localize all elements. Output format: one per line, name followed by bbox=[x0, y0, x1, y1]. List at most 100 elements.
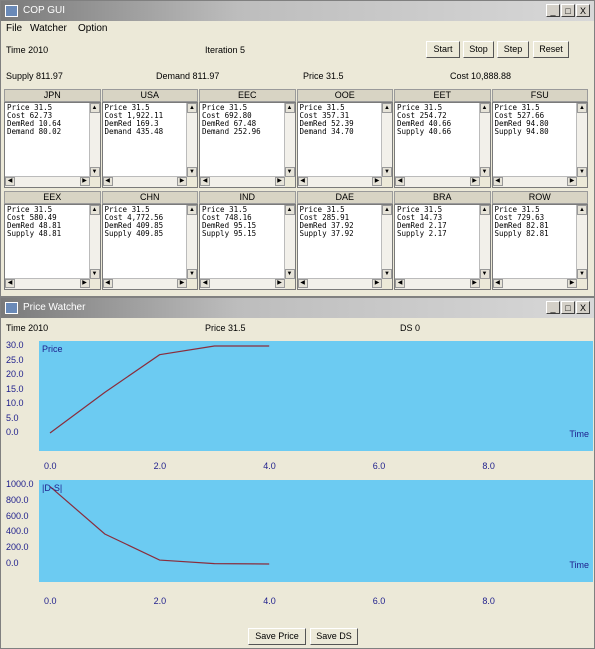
vertical-scrollbar[interactable]: ▲ ▼ bbox=[381, 205, 392, 279]
vertical-scrollbar[interactable]: ▲ ▼ bbox=[283, 103, 295, 177]
horizontal-scrollbar[interactable]: ◀ ▶ bbox=[5, 176, 90, 187]
scroll-down-icon[interactable]: ▼ bbox=[577, 269, 587, 279]
watcher-titlebar[interactable]: Price Watcher _ □ X bbox=[1, 298, 594, 318]
horizontal-scrollbar[interactable]: ◀ ▶ bbox=[5, 278, 90, 289]
scroll-down-icon[interactable]: ▼ bbox=[89, 269, 100, 279]
region-text-panel[interactable]: Price 31.5 Cost 748.16 DemRed 95.15 Supp… bbox=[199, 204, 296, 290]
region-text-panel[interactable]: Price 31.5 Cost 357.31 DemRed 52.39 Dema… bbox=[296, 102, 393, 188]
vertical-scrollbar[interactable]: ▲ ▼ bbox=[186, 103, 197, 177]
horizontal-scrollbar[interactable]: ◀ ▶ bbox=[492, 278, 577, 289]
region-text-panel[interactable]: Price 31.5 Cost 62.73 DemRed 10.64 Deman… bbox=[4, 102, 101, 188]
scroll-right-icon[interactable]: ▶ bbox=[79, 177, 90, 186]
scroll-left-icon[interactable]: ◀ bbox=[102, 279, 113, 288]
horizontal-scrollbar[interactable]: ◀ ▶ bbox=[102, 278, 187, 289]
maximize-icon[interactable]: □ bbox=[561, 301, 575, 314]
scroll-left-icon[interactable]: ◀ bbox=[102, 177, 113, 186]
scroll-up-icon[interactable]: ▲ bbox=[577, 103, 587, 113]
scroll-down-icon[interactable]: ▼ bbox=[284, 167, 295, 177]
scroll-right-icon[interactable]: ▶ bbox=[79, 279, 90, 288]
scroll-left-icon[interactable]: ◀ bbox=[395, 279, 405, 288]
close-icon[interactable]: X bbox=[576, 301, 590, 314]
scroll-up-icon[interactable]: ▲ bbox=[382, 205, 392, 215]
scroll-left-icon[interactable]: ◀ bbox=[492, 279, 503, 288]
horizontal-scrollbar[interactable]: ◀ ▶ bbox=[395, 278, 480, 289]
horizontal-scrollbar[interactable]: ◀ ▶ bbox=[200, 176, 285, 187]
scroll-right-icon[interactable]: ▶ bbox=[274, 177, 285, 186]
menu-option[interactable]: Option bbox=[78, 23, 108, 34]
vertical-scrollbar[interactable]: ▲ ▼ bbox=[186, 205, 197, 279]
region-text-panel[interactable]: Price 31.5 Cost 254.72 DemRed 40.66 Supp… bbox=[394, 102, 491, 188]
scroll-down-icon[interactable]: ▼ bbox=[382, 269, 392, 279]
close-icon[interactable]: X bbox=[576, 4, 590, 17]
scroll-left-icon[interactable]: ◀ bbox=[492, 177, 503, 186]
stop-button[interactable]: Stop bbox=[463, 41, 494, 58]
scroll-right-icon[interactable]: ▶ bbox=[567, 177, 577, 186]
vertical-scrollbar[interactable]: ▲ ▼ bbox=[478, 103, 490, 177]
horizontal-scrollbar[interactable]: ◀ ▶ bbox=[200, 278, 285, 289]
scroll-down-icon[interactable]: ▼ bbox=[284, 269, 295, 279]
region-text-panel[interactable]: Price 31.5 Cost 1,922.11 DemRed 169.3 De… bbox=[101, 102, 198, 188]
horizontal-scrollbar[interactable]: ◀ ▶ bbox=[297, 278, 382, 289]
scroll-right-icon[interactable]: ▶ bbox=[469, 177, 480, 186]
start-button[interactable]: Start bbox=[426, 41, 460, 58]
scroll-up-icon[interactable]: ▲ bbox=[187, 103, 197, 113]
scroll-left-icon[interactable]: ◀ bbox=[5, 177, 15, 186]
scroll-down-icon[interactable]: ▼ bbox=[382, 167, 392, 177]
scroll-down-icon[interactable]: ▼ bbox=[479, 167, 490, 177]
save-price-button[interactable]: Save Price bbox=[248, 628, 306, 645]
scroll-down-icon[interactable]: ▼ bbox=[89, 167, 100, 177]
scroll-down-icon[interactable]: ▼ bbox=[187, 167, 197, 177]
scroll-left-icon[interactable]: ◀ bbox=[297, 279, 308, 288]
scroll-left-icon[interactable]: ◀ bbox=[5, 279, 15, 288]
region-text-panel[interactable]: Price 31.5 Cost 580.49 DemRed 48.81 Supp… bbox=[4, 204, 101, 290]
scroll-up-icon[interactable]: ▲ bbox=[577, 205, 587, 215]
scroll-right-icon[interactable]: ▶ bbox=[469, 279, 480, 288]
minimize-icon[interactable]: _ bbox=[546, 301, 560, 314]
maximize-icon[interactable]: □ bbox=[561, 4, 575, 17]
scroll-left-icon[interactable]: ◀ bbox=[200, 177, 210, 186]
vertical-scrollbar[interactable]: ▲ ▼ bbox=[283, 205, 295, 279]
vertical-scrollbar[interactable]: ▲ ▼ bbox=[88, 103, 100, 177]
step-button[interactable]: Step bbox=[497, 41, 529, 58]
horizontal-scrollbar[interactable]: ◀ ▶ bbox=[297, 176, 382, 187]
scroll-right-icon[interactable]: ▶ bbox=[274, 279, 285, 288]
vertical-scrollbar[interactable]: ▲ ▼ bbox=[478, 205, 490, 279]
scroll-left-icon[interactable]: ◀ bbox=[297, 177, 308, 186]
scroll-down-icon[interactable]: ▼ bbox=[577, 167, 587, 177]
vertical-scrollbar[interactable]: ▲ ▼ bbox=[88, 205, 100, 279]
region-text-panel[interactable]: Price 31.5 Cost 14.73 DemRed 2.17 Supply… bbox=[394, 204, 491, 290]
region-text-panel[interactable]: Price 31.5 Cost 527.66 DemRed 94.80 Supp… bbox=[491, 102, 588, 188]
region-text-panel[interactable]: Price 31.5 Cost 729.63 DemRed 82.81 Supp… bbox=[491, 204, 588, 290]
scroll-right-icon[interactable]: ▶ bbox=[567, 279, 577, 288]
horizontal-scrollbar[interactable]: ◀ ▶ bbox=[492, 176, 577, 187]
scroll-left-icon[interactable]: ◀ bbox=[395, 177, 405, 186]
vertical-scrollbar[interactable]: ▲ ▼ bbox=[381, 103, 392, 177]
scroll-up-icon[interactable]: ▲ bbox=[89, 103, 100, 113]
scroll-up-icon[interactable]: ▲ bbox=[382, 103, 392, 113]
menu-watcher[interactable]: Watcher bbox=[30, 23, 67, 34]
scroll-up-icon[interactable]: ▲ bbox=[89, 205, 100, 215]
reset-button[interactable]: Reset bbox=[533, 41, 569, 58]
region-text-panel[interactable]: Price 31.5 Cost 285.91 DemRed 37.92 Supp… bbox=[296, 204, 393, 290]
scroll-right-icon[interactable]: ▶ bbox=[372, 279, 382, 288]
horizontal-scrollbar[interactable]: ◀ ▶ bbox=[395, 176, 480, 187]
vertical-scrollbar[interactable]: ▲ ▼ bbox=[576, 205, 587, 279]
scroll-up-icon[interactable]: ▲ bbox=[284, 103, 295, 113]
scroll-right-icon[interactable]: ▶ bbox=[372, 177, 382, 186]
scroll-up-icon[interactable]: ▲ bbox=[284, 205, 295, 215]
region-text-panel[interactable]: Price 31.5 Cost 692.80 DemRed 67.48 Dema… bbox=[199, 102, 296, 188]
scroll-up-icon[interactable]: ▲ bbox=[479, 103, 490, 113]
scroll-left-icon[interactable]: ◀ bbox=[200, 279, 210, 288]
save-ds-button[interactable]: Save DS bbox=[310, 628, 358, 645]
scroll-up-icon[interactable]: ▲ bbox=[479, 205, 490, 215]
region-text-panel[interactable]: Price 31.5 Cost 4,772.56 DemRed 409.85 S… bbox=[101, 204, 198, 290]
menu-file[interactable]: File bbox=[6, 23, 23, 34]
vertical-scrollbar[interactable]: ▲ ▼ bbox=[576, 103, 587, 177]
scroll-right-icon[interactable]: ▶ bbox=[177, 279, 187, 288]
scroll-down-icon[interactable]: ▼ bbox=[187, 269, 197, 279]
scroll-up-icon[interactable]: ▲ bbox=[187, 205, 197, 215]
main-titlebar[interactable]: COP GUI _ □ X bbox=[1, 1, 594, 21]
horizontal-scrollbar[interactable]: ◀ ▶ bbox=[102, 176, 187, 187]
minimize-icon[interactable]: _ bbox=[546, 4, 560, 17]
scroll-down-icon[interactable]: ▼ bbox=[479, 269, 490, 279]
